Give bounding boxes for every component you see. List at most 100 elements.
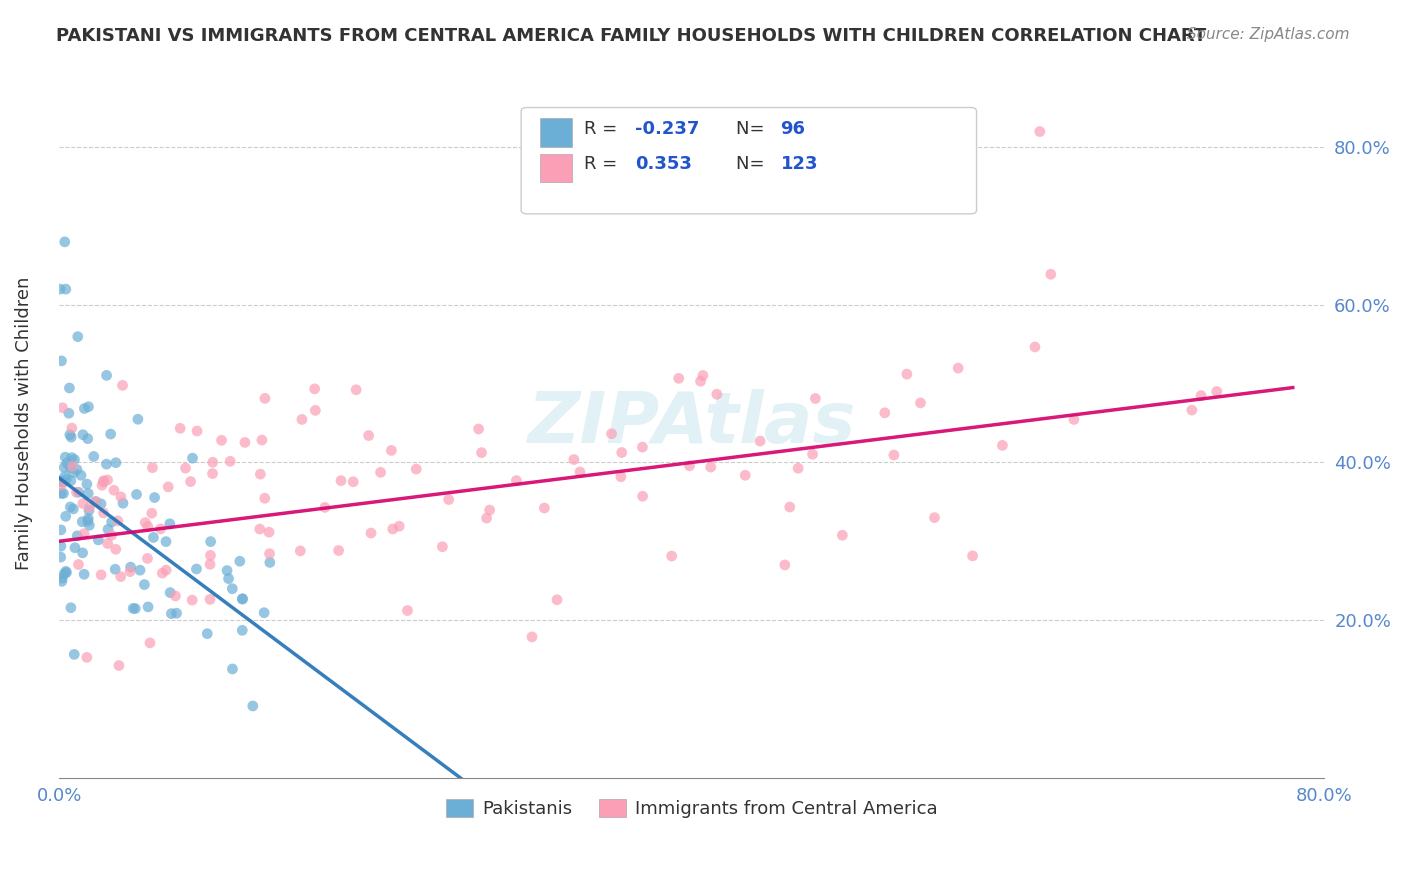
Point (186, 562, 208, 576)
Point (107, 514, 129, 528)
Point (77, 503, 100, 517)
Point (1205, 384, 1227, 399)
Point (93, 506, 115, 520)
Point (49, 550, 72, 565)
Point (87, 533, 110, 547)
Point (562, 452, 585, 467)
Point (63, 452, 86, 467)
Point (259, 547, 281, 561)
Point (546, 592, 568, 607)
Point (77, 486, 100, 500)
Point (201, 455, 224, 469)
Point (51, 486, 73, 500)
Point (136, 519, 159, 533)
Point (200, 549, 222, 563)
Point (215, 564, 238, 578)
Point (380, 443, 402, 458)
Point (233, 435, 256, 450)
Point (219, 454, 242, 468)
Point (120, 565, 142, 579)
Point (55, 566, 77, 580)
Point (1039, 268, 1062, 282)
Point (804, 392, 827, 406)
Text: 96: 96 (780, 120, 806, 137)
Point (259, 556, 281, 570)
Point (200, 534, 222, 549)
Point (342, 475, 364, 489)
Text: Source: ZipAtlas.com: Source: ZipAtlas.com (1187, 27, 1350, 42)
Point (53, 460, 76, 475)
Point (186, 424, 208, 438)
Point (79, 518, 101, 533)
Point (1181, 403, 1204, 417)
Point (53, 469, 76, 483)
Point (49, 282, 72, 296)
Point (55, 565, 77, 579)
Text: R =: R = (585, 155, 628, 173)
Point (134, 577, 156, 591)
Point (136, 599, 159, 614)
Point (136, 551, 159, 566)
Y-axis label: Family Households with Children: Family Households with Children (15, 277, 32, 570)
Point (110, 490, 132, 504)
Point (231, 592, 253, 607)
Point (198, 558, 221, 572)
Point (1024, 340, 1046, 354)
Point (56, 456, 79, 470)
Point (104, 562, 127, 576)
Point (249, 522, 271, 536)
Point (166, 606, 188, 620)
Point (787, 461, 810, 475)
Point (55, 509, 77, 524)
Point (870, 179, 893, 194)
Point (76, 650, 98, 665)
Point (211, 434, 233, 448)
Point (129, 563, 152, 577)
Point (51, 571, 73, 585)
Point (51, 478, 73, 492)
Point (304, 403, 326, 417)
Point (120, 560, 142, 574)
Point (60, 430, 83, 444)
FancyBboxPatch shape (540, 118, 572, 146)
Point (84, 494, 107, 508)
Point (93, 475, 115, 489)
Point (90, 567, 112, 582)
Point (896, 367, 918, 381)
Text: -0.237: -0.237 (636, 120, 699, 137)
Point (290, 544, 312, 558)
Point (125, 487, 148, 501)
Point (249, 467, 271, 482)
Point (314, 500, 336, 515)
Point (79, 500, 101, 515)
Point (631, 489, 654, 503)
Text: 123: 123 (780, 155, 818, 173)
Point (873, 406, 896, 420)
Point (73, 567, 96, 582)
Point (396, 603, 419, 617)
Point (73, 401, 96, 416)
Point (70, 515, 93, 529)
Point (51, 401, 73, 415)
Point (59, 600, 82, 615)
Point (66, 329, 89, 343)
Point (63, 648, 86, 662)
Point (201, 467, 224, 481)
Point (437, 492, 460, 507)
Point (169, 421, 191, 435)
Point (631, 440, 654, 454)
Point (65, 485, 87, 500)
Point (142, 531, 165, 545)
Point (110, 569, 132, 583)
Point (381, 522, 404, 536)
Point (104, 456, 127, 470)
Point (55, 472, 77, 486)
Point (253, 392, 276, 406)
Point (60, 450, 83, 465)
Point (174, 461, 197, 475)
Point (668, 371, 690, 385)
Point (76, 477, 98, 491)
Point (108, 658, 131, 673)
Point (180, 475, 202, 489)
Point (661, 549, 683, 563)
